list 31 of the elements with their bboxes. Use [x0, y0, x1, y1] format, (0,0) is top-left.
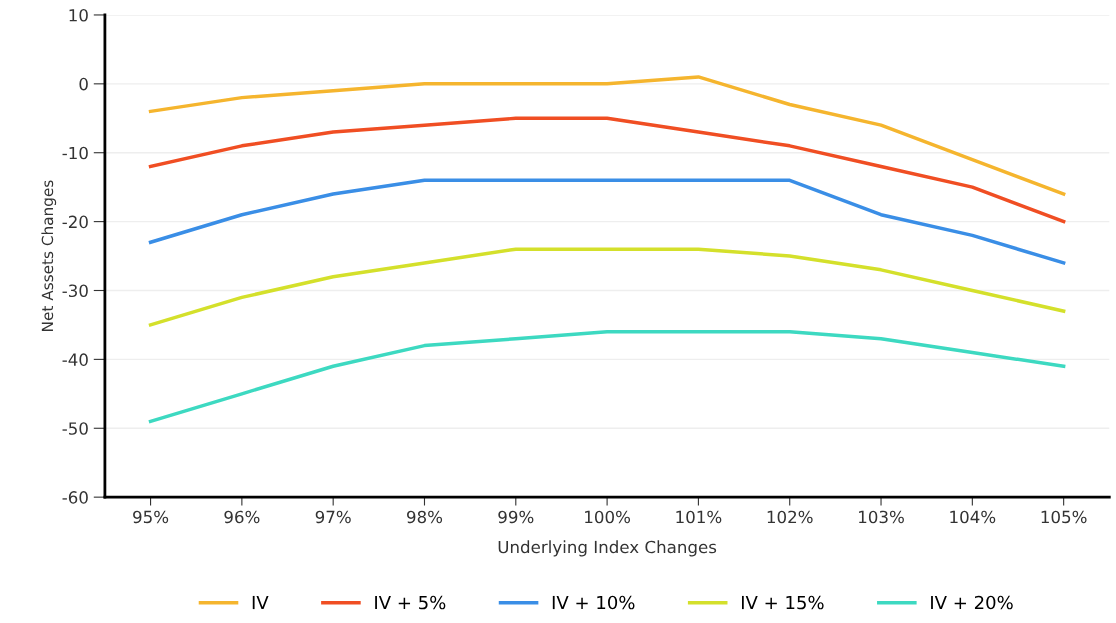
line-series: [148, 247, 1066, 327]
x-tick-label: 100%: [585, 510, 631, 524]
line-series: [148, 330, 1066, 424]
legend-label: IV + 5%: [375, 595, 446, 610]
x-tick-label: 105%: [1041, 510, 1087, 524]
y-tick-label: 0: [79, 77, 88, 91]
legend-label: IV: [252, 595, 269, 610]
y-tick-label: -40: [62, 353, 88, 366]
x-tick-label: 96%: [224, 510, 260, 524]
x-tick-label: 102%: [767, 510, 813, 524]
x-axis-title: Underlying Index Changes: [498, 540, 717, 557]
y-tick-label: 10: [69, 8, 88, 22]
legend-label: IV + 10%: [552, 595, 635, 610]
y-tick-label: -60: [62, 491, 88, 504]
x-tick-label: 104%: [950, 510, 996, 524]
y-axis-title: Net Assets Changes: [41, 180, 57, 331]
line-series: [148, 116, 1066, 224]
x-tick-label: 101%: [676, 510, 722, 524]
y-tick-label: -10: [62, 146, 88, 160]
y-tick-label: -20: [62, 215, 88, 229]
legend-label: IV + 20%: [931, 595, 1013, 610]
line-series: [148, 75, 1066, 196]
x-tick-label: 103%: [859, 510, 904, 524]
y-tick-label: -30: [62, 284, 88, 298]
x-tick-label: 99%: [498, 510, 534, 524]
x-tick-label: 97%: [315, 510, 351, 524]
legend-label: IV + 15%: [741, 595, 824, 610]
y-tick-label: -50: [62, 422, 88, 435]
x-tick-label: 98%: [407, 510, 443, 524]
x-tick-label: 95%: [133, 510, 169, 524]
line-series: [148, 178, 1066, 265]
